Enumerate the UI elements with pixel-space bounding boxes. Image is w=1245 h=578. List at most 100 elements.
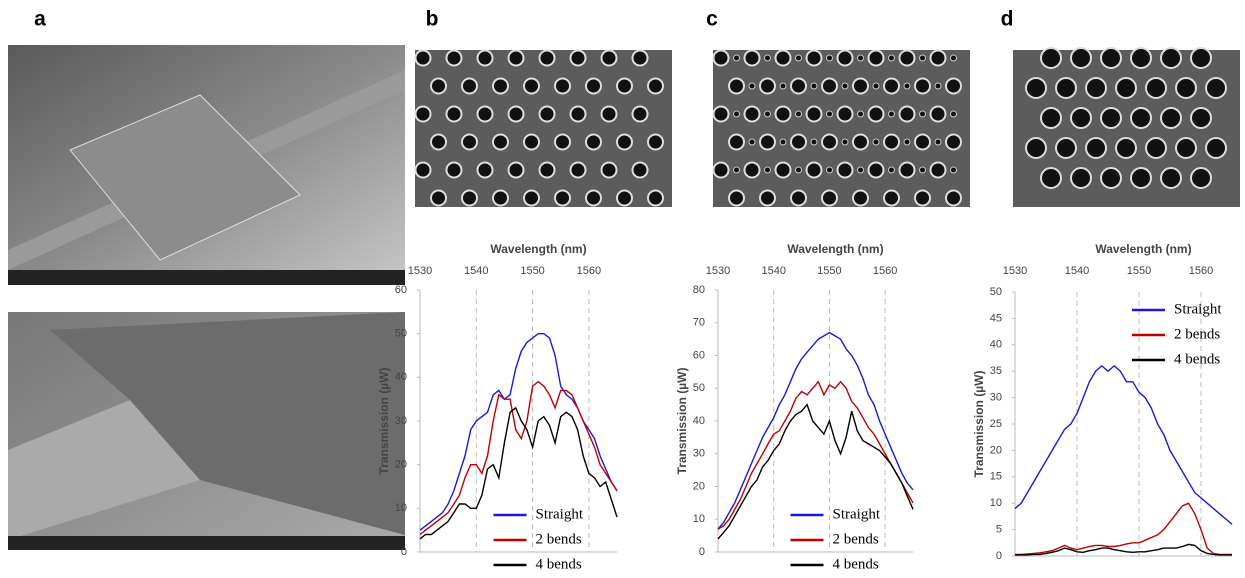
sem-hole [1025,77,1047,99]
sem-hole [476,161,494,179]
sem-hole [903,138,911,146]
sem-hole [764,166,771,174]
sem-hole [1055,77,1077,99]
legend-label: 2 bends [833,531,879,547]
panel-label: c [706,8,718,31]
sem-hole [1175,137,1197,159]
x-tick-label: 1530 [408,265,432,277]
sem-hole [872,82,880,90]
legend-label: 4 bends [536,556,582,572]
sem-hole [883,77,900,95]
sem-background [713,50,970,207]
x-axis-title: Wavelength (nm) [490,242,586,256]
sem-hole [898,49,916,67]
y-axis-title: Transmission (µW) [675,368,689,475]
y-tick-label: 40 [990,339,1002,351]
x-axis-title: Wavelength (nm) [1095,242,1191,256]
sem-hole [507,105,525,123]
legend-label: 4 bends [833,556,879,572]
y-tick-label: 30 [990,392,1002,404]
series-line [717,403,914,540]
x-tick-label: 1540 [761,265,785,277]
sem-hole [1040,107,1062,129]
sem-hole [857,166,864,174]
sem-hole [888,110,895,118]
y-tick-label: 5 [996,524,1002,536]
sem-hole [492,77,509,95]
sem-hole [523,189,540,207]
sem-hole [867,161,885,179]
y-tick-label: 50 [395,328,407,340]
sem-hole [929,161,947,179]
sem-hole [903,82,911,90]
y-tick-label: 25 [990,418,1002,430]
sem-hole [743,49,761,67]
sem-hole [445,49,463,67]
series-line [1015,543,1232,556]
sem-hole [616,133,633,151]
sem-hole [1190,47,1212,69]
sem-hole [748,138,756,146]
sem-hole [929,105,947,123]
series-line [1014,364,1233,525]
sem-hole [790,189,807,207]
sem-hole [647,189,664,207]
sem-hole [852,189,869,207]
y-tick-label: 35 [990,365,1002,377]
sem-hole [945,133,962,151]
sem-hole [414,105,432,123]
sem-hole [1145,137,1167,159]
sem-hole [857,54,864,62]
y-tick-label: 50 [693,382,705,394]
sem-hole [569,161,587,179]
sem-hole [1115,77,1137,99]
sem-hole [852,77,869,95]
sem-hole [934,138,942,146]
sem-hole [616,77,633,95]
sem-hole [492,133,509,151]
sem-hole [857,110,864,118]
sem-hole [538,161,556,179]
sem-hole [538,105,556,123]
panel-label: d [1001,8,1014,31]
sem-hole [461,133,478,151]
sem-hole [1100,167,1122,189]
sem-hole [728,133,745,151]
sem-hole [743,105,761,123]
sem-hole [1040,167,1062,189]
sem-hole [616,189,633,207]
sem-hole [1070,167,1092,189]
y-tick-label: 45 [990,312,1002,324]
x-tick-label: 1560 [1189,265,1213,277]
sem-hole [1175,77,1197,99]
sem-hole [821,77,838,95]
sem-hole [929,49,947,67]
sem-hole [836,105,854,123]
sem-hole [1100,107,1122,129]
sem-hole [523,133,540,151]
sem-hole [790,77,807,95]
y-tick-label: 30 [693,448,705,460]
sem-image [414,47,1240,207]
sem-hole [826,166,833,174]
sem-hole [733,54,740,62]
sem-hole [898,105,916,123]
y-tick-label: 30 [395,415,407,427]
sem-hole [554,77,571,95]
sem-hole [759,133,776,151]
sem-hole [888,54,895,62]
sem-hole [1160,107,1182,129]
legend-label: 2 bends [1174,326,1220,342]
sem-hole [476,105,494,123]
sem-hole [795,54,802,62]
x-tick-label: 1530 [706,265,730,277]
sem-hole [826,54,833,62]
sem-hole [1205,77,1227,99]
y-tick-label: 40 [693,415,705,427]
sem-hole [600,105,618,123]
sem-hole [507,161,525,179]
sem-hole [507,49,525,67]
series-line [717,331,914,530]
sem-hole [523,77,540,95]
